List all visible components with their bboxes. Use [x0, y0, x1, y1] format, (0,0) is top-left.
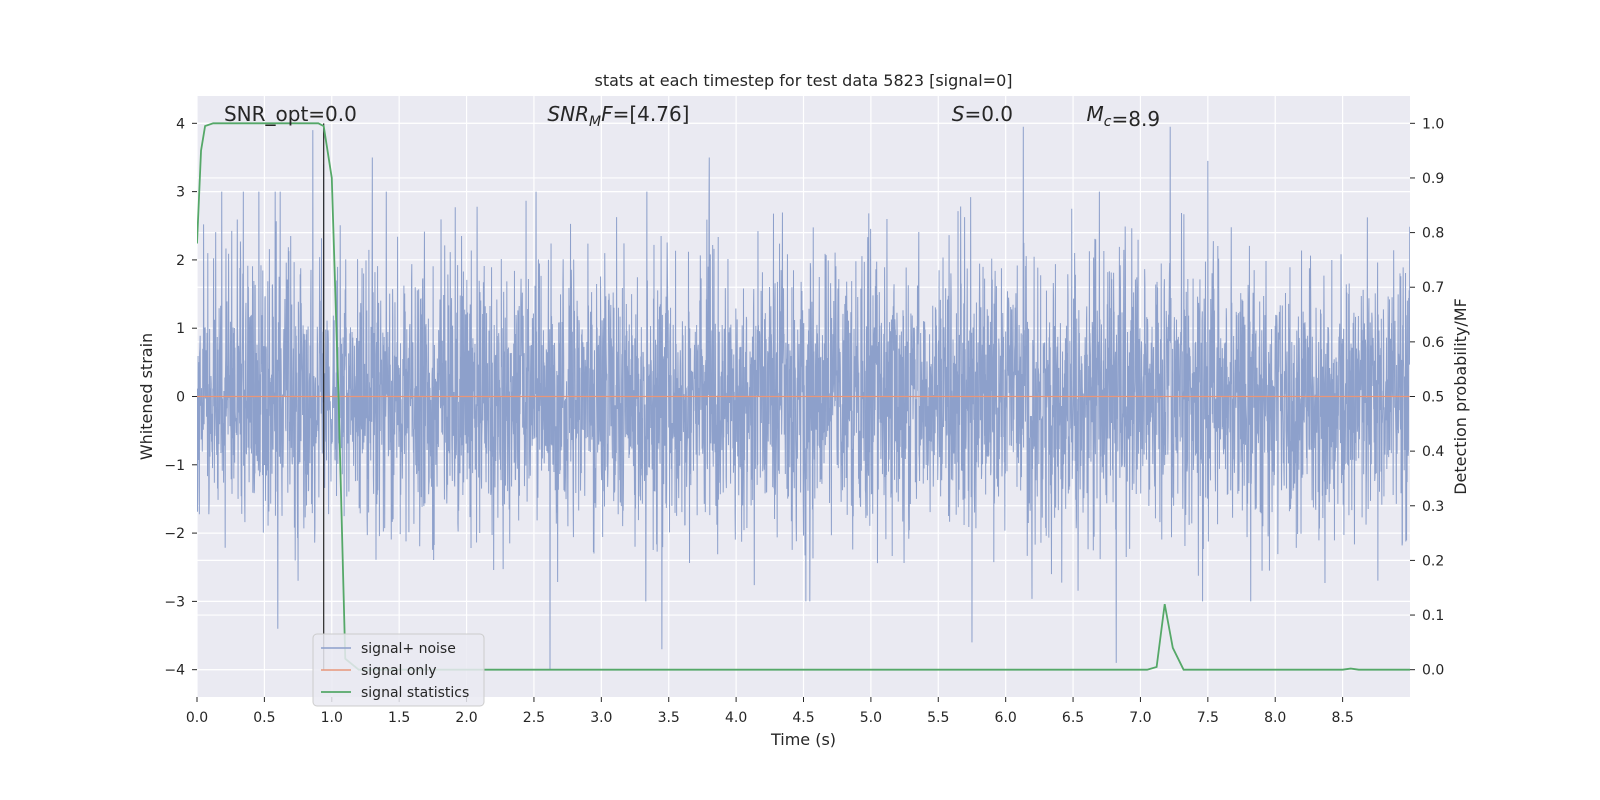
y2-tick-label: 0.9	[1422, 171, 1444, 187]
x-tick-label: 4.5	[792, 710, 814, 726]
annotation-3: Mc=8.9	[1087, 102, 1161, 131]
series-signal-noise-line	[197, 126, 1410, 670]
y-tick-label: −1	[164, 458, 185, 474]
x-tick-label: 1.5	[388, 710, 410, 726]
y-tick-label: −3	[164, 594, 185, 610]
x-axis-label: Time (s)	[770, 730, 836, 749]
y-axis-label: Whitened strain	[137, 333, 156, 460]
y2-tick-label: 0.4	[1422, 444, 1444, 460]
annotation-0: SNR_opt=0.0	[224, 102, 357, 126]
plot-content	[197, 122, 1410, 671]
y2-tick-label: 0.6	[1422, 335, 1444, 351]
x-tick-label: 1.0	[321, 710, 343, 726]
y-tick-label: 2	[176, 253, 185, 269]
x-tick-label: 2.0	[455, 710, 477, 726]
legend-box	[312, 633, 485, 707]
x-tick-label: 0.0	[186, 710, 208, 726]
x-tick-label: 2.5	[523, 710, 545, 726]
y-tick-label: 4	[176, 116, 185, 132]
y-tick-label: 1	[176, 321, 185, 337]
legend-entry: signal+ noise	[361, 641, 456, 657]
y-tick-label: −4	[164, 663, 185, 679]
y2-tick-label: 0.0	[1422, 663, 1444, 679]
y2-tick-label: 0.3	[1422, 499, 1444, 515]
y2-tick-label: 0.2	[1422, 553, 1444, 569]
y-tick-label: 3	[176, 185, 185, 201]
x-tick-label: 3.5	[658, 710, 680, 726]
y2-tick-label: 0.8	[1422, 226, 1444, 242]
legend: signal+ noise signal only signal statistic…	[312, 633, 485, 707]
annotations: SNR_opt=0.0 SNRMF=[4.76] S=0.0 Mc=8.9	[224, 102, 1160, 131]
x-tick-label: 8.0	[1264, 710, 1286, 726]
y2-tick-label: 0.7	[1422, 280, 1444, 296]
x-tick-label: 8.5	[1331, 710, 1353, 726]
legend-entry: signal statistics	[361, 685, 469, 701]
legend-entry: signal only	[361, 663, 436, 679]
x-tick-label: 0.5	[253, 710, 275, 726]
y2-axis-ticks: 0.0 0.1 0.2 0.3 0.4 0.5 0.6 0.7 0.8 0.9 1.0	[1410, 116, 1444, 679]
x-tick-label: 5.0	[860, 710, 882, 726]
y2-axis-label: Detection probability/MF	[1451, 298, 1470, 495]
x-tick-label: 7.0	[1129, 710, 1151, 726]
y-axis-ticks: −4 −3 −2 −1 0 1 2 3 4	[164, 116, 197, 679]
series-signal-statistics-line	[197, 122, 1410, 671]
y2-tick-label: 0.5	[1422, 390, 1444, 406]
y-tick-label: 0	[176, 390, 185, 406]
annotation-2: S=0.0	[952, 102, 1013, 126]
annotation-1: SNRMF=[4.76]	[547, 102, 689, 130]
y-tick-label: −2	[164, 526, 185, 542]
y2-tick-label: 0.1	[1422, 608, 1444, 624]
chart-title: stats at each timestep for test data 582…	[594, 71, 1012, 90]
x-tick-label: 6.5	[1062, 710, 1084, 726]
x-tick-label: 4.0	[725, 710, 747, 726]
x-tick-label: 6.0	[995, 710, 1017, 726]
x-tick-label: 5.5	[927, 710, 949, 726]
x-axis-ticks: 0.0 0.5 1.0 1.5 2.0 2.5 3.0 3.5 4.0 4.5 5.0 5.5 6.0 6…	[186, 697, 1354, 726]
x-tick-label: 3.0	[590, 710, 612, 726]
x-tick-label: 7.5	[1197, 710, 1219, 726]
y2-tick-label: 1.0	[1422, 116, 1444, 132]
